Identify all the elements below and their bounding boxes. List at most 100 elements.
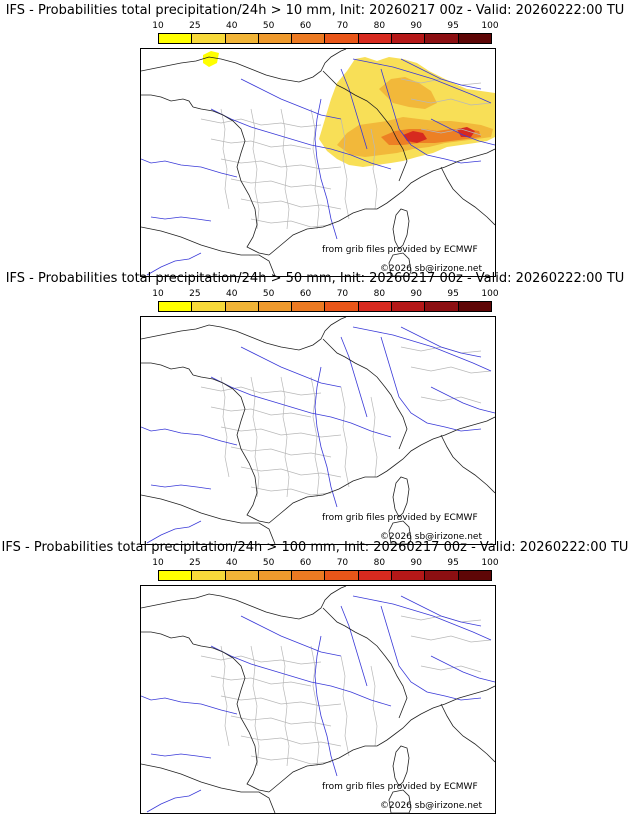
admin-boundary [220,158,342,170]
river [352,58,492,104]
colorbar-segment [458,302,491,311]
coastline [141,94,194,108]
colorbar-segment [225,302,259,311]
coastline [268,148,495,256]
river [314,366,338,508]
colorbar-tick-label: 10 [152,21,164,31]
colorbar-tick-label: 50 [262,21,275,31]
river [352,595,492,641]
admin-boundary [210,138,312,150]
colorbar-tick-label: 95 [447,289,459,299]
colorbar [158,301,492,312]
admin-boundary [310,376,320,498]
colorbar-tick-label: 60 [299,558,312,568]
coastline [192,374,270,524]
admin-boundary [230,715,332,727]
colorbar-segment [225,571,259,580]
colorbar-tick-label: 95 [447,558,459,568]
map-area [140,48,496,277]
admin-boundary [280,645,290,767]
admin-boundary [240,735,342,747]
river [340,605,368,687]
basemap-svg [141,586,495,813]
colorbar-tick-label: 50 [262,289,275,299]
colorbar [158,33,492,44]
admin-boundary [370,396,378,478]
admin-boundary [340,386,350,488]
admin-boundary [310,645,320,767]
river [146,520,202,544]
panel-title: IFS - Probabilities total precipitation/… [5,271,625,286]
river [141,158,238,178]
admin-boundary [280,108,290,230]
colorbar-tick-label: 10 [152,558,164,568]
map-panel-10mm: IFS - Probabilities total precipitation/… [0,0,630,277]
admin-boundary [210,675,312,687]
river [240,615,342,657]
admin-boundary [250,645,260,767]
admin-boundary [220,695,342,707]
colorbar-tick-label: 90 [410,289,422,299]
colorbar-tick-label: 70 [336,21,349,31]
colorbar-tick-label: 40 [226,289,238,299]
colorbar-segment [358,571,393,580]
credit-copyright: ©2026 sb@irizone.net [380,801,482,811]
river [210,108,392,170]
colorbar-tick-label: 100 [481,21,499,31]
colorbar-tick-label: 60 [299,289,312,299]
coastline [141,362,194,376]
credit-copyright: ©2026 sb@irizone.net [380,532,482,542]
colorbar-segment [292,34,326,43]
colorbar-tick-label: 100 [481,558,499,568]
colorbar-tick-label: 60 [299,21,312,31]
river [352,326,492,372]
colorbar-segment [392,34,426,43]
river [400,595,482,627]
river [340,336,368,418]
colorbar-segment [225,34,259,43]
colorbar-tick-label: 40 [226,558,238,568]
colorbar-segment [159,571,193,580]
colorbar-segment [325,302,359,311]
map-panel-50mm: IFS - Probabilities total precipitation/… [0,268,630,545]
admin-boundary [410,98,492,106]
colorbar-segment [159,34,193,43]
colorbar-segment [192,571,226,580]
admin-boundary [200,386,322,396]
coastline [141,586,347,620]
river [146,252,202,276]
colorbar-tick-label: 40 [226,21,238,31]
panel-title: IFS - Probabilities total precipitation/… [1,540,629,555]
river [314,98,338,240]
island-coastline [388,252,412,276]
precip-contour-10-uk [203,51,219,67]
colorbar-tick-label: 25 [189,558,201,568]
colorbar-tick-label: 70 [336,558,349,568]
admin-boundary [240,198,342,210]
credit-copyright: ©2026 sb@irizone.net [380,264,482,274]
map-area [140,585,496,814]
coastline [440,434,495,494]
river [240,78,342,120]
admin-boundary [220,108,230,210]
colorbar-tick-label: 25 [189,21,201,31]
credit-source: from grib files provided by ECMWF [322,513,478,523]
admin-boundary [250,486,332,496]
admin-boundary [220,426,342,438]
coastline [141,317,347,351]
admin-boundary [210,406,312,418]
colorbar-segment [258,302,293,311]
river [430,118,495,146]
colorbar-segment [258,34,293,43]
colorbar-tick-label: 80 [373,558,386,568]
coastline [141,49,347,83]
admin-boundary [340,655,350,757]
colorbar-segment [325,571,359,580]
colorbar-segment [425,571,459,580]
river [380,68,482,164]
colorbar-segment [392,302,426,311]
river [141,695,238,715]
island-coastline [392,208,410,250]
colorbar-segment [358,34,393,43]
river [400,326,482,358]
